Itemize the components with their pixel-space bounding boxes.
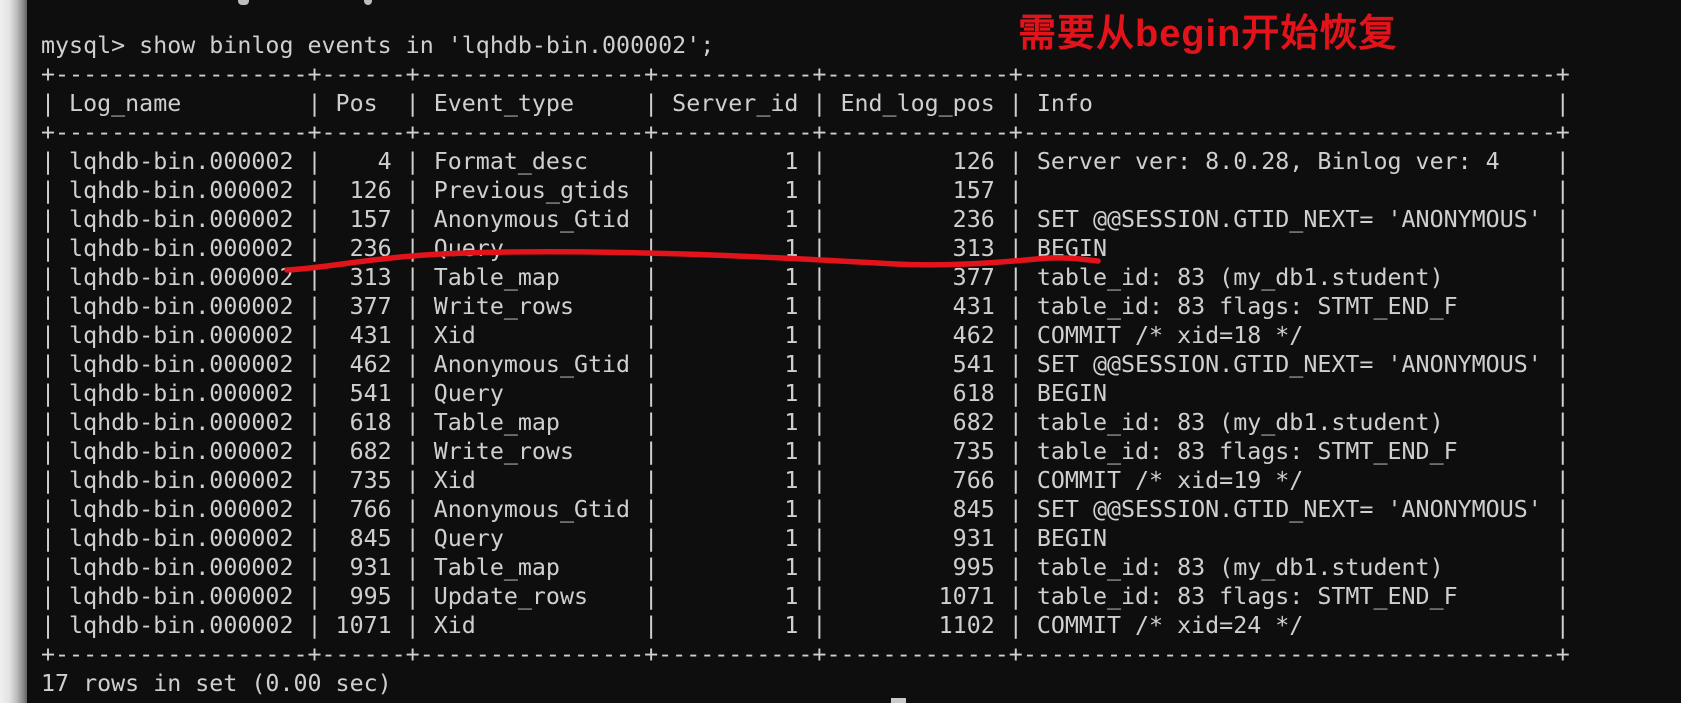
cutoff-text-fragment: [238, 0, 249, 5]
terminal-cursor-fragment: [891, 698, 906, 703]
annotation-text: 需要从begin开始恢复: [1018, 13, 1398, 55]
footer-line: 17 rows in set (0.00 sec): [41, 670, 392, 697]
window-edge-gradient: [0, 0, 27, 703]
command-line: mysql> show binlog events in 'lqhdb-bin.…: [41, 32, 715, 59]
result-table: +------------------+------+-------------…: [41, 61, 1570, 668]
cutoff-text-fragment: [364, 0, 372, 5]
